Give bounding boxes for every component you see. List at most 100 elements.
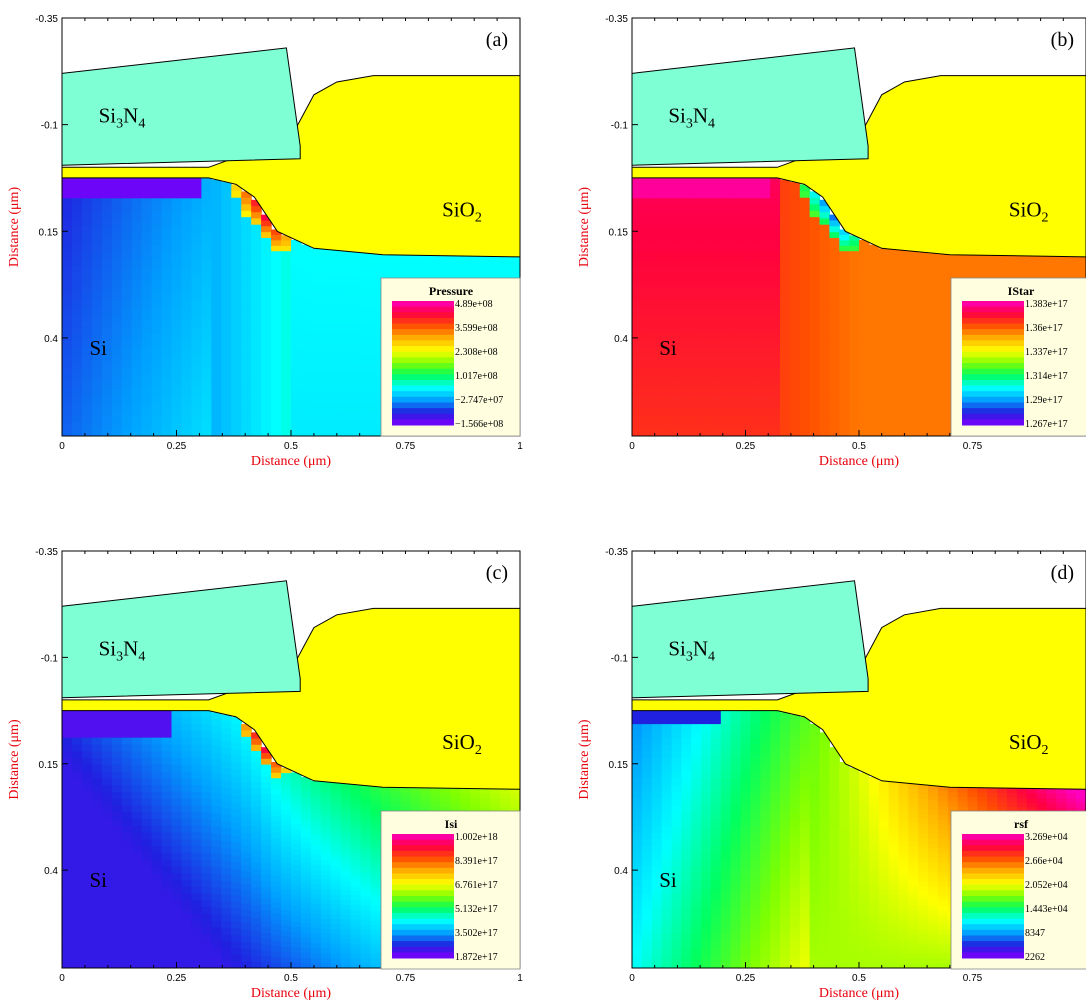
field-cell: [221, 302, 232, 310]
field-cell: [151, 818, 163, 827]
field-cell: [101, 825, 113, 834]
field-cell: [201, 751, 212, 759]
field-cell: [281, 272, 292, 279]
field-cell: [161, 954, 173, 962]
field-cell: [201, 239, 212, 247]
field-cell: [211, 355, 222, 363]
field-cell: [760, 402, 771, 410]
field-cell: [928, 411, 939, 418]
field-cell: [937, 402, 949, 408]
field-cell: [161, 422, 173, 430]
field-cell: [819, 423, 830, 431]
field-cell: [271, 234, 282, 241]
field-cell: [151, 300, 163, 308]
field-cell: [171, 198, 183, 206]
field-cell: [632, 402, 643, 410]
field-cell: [281, 309, 292, 316]
field-cell: [221, 888, 232, 896]
field-cell: [151, 327, 163, 335]
field-cell: [740, 354, 752, 362]
field-cell: [81, 737, 93, 746]
field-cell: [799, 257, 811, 265]
field-cell: [151, 764, 163, 773]
field-cell: [839, 365, 850, 372]
field-cell: [151, 381, 163, 390]
field-cell: [241, 884, 252, 892]
field-cell: [977, 264, 988, 271]
field-cell: [91, 334, 103, 342]
field-cell: [221, 335, 232, 344]
field-cell: [211, 402, 222, 410]
field-cell: [62, 211, 73, 220]
field-cell: [829, 243, 840, 251]
field-cell: [320, 406, 332, 413]
field-cell: [281, 235, 292, 242]
field-cell: [101, 266, 113, 274]
field-cell: [651, 374, 663, 383]
field-cell: [360, 257, 372, 264]
field-cell: [201, 900, 212, 908]
field-cell: [291, 813, 302, 820]
field-cell: [111, 245, 123, 254]
field-cell: [181, 252, 193, 261]
field-cell: [350, 885, 362, 892]
field-cell: [131, 825, 143, 834]
field-cell: [71, 198, 83, 206]
field-cell: [750, 361, 761, 369]
field-cell: [760, 191, 771, 199]
field-cell: [221, 901, 232, 909]
field-cell: [300, 802, 312, 808]
field-cell: [928, 339, 939, 346]
field-cell: [121, 839, 133, 847]
field-cell: [201, 778, 212, 786]
field-cell: [300, 922, 312, 929]
field-cell: [937, 359, 949, 365]
field-cell: [799, 263, 811, 272]
field-cell: [908, 304, 919, 311]
field-cell: [241, 801, 252, 809]
field-cell: [340, 914, 352, 921]
field-cell: [350, 842, 362, 848]
field-cell: [898, 372, 909, 378]
field-cell: [1046, 256, 1057, 262]
field-cell: [720, 293, 732, 301]
field-cell: [829, 383, 840, 390]
field-cell: [641, 327, 653, 335]
field-cell: [330, 416, 342, 422]
field-cell: [251, 825, 262, 833]
field-cell: [271, 962, 282, 968]
field-cell: [918, 344, 929, 350]
field-cell: [809, 365, 821, 373]
field-cell: [141, 846, 153, 854]
field-cell: [330, 846, 342, 852]
field-cell: [809, 197, 821, 205]
field-cell: [661, 177, 673, 186]
field-cell: [221, 329, 232, 337]
field-cell: [281, 325, 292, 331]
field-cell: [928, 253, 939, 259]
field-cell: [908, 358, 919, 364]
field-cell: [350, 281, 362, 287]
field-cell: [161, 191, 173, 199]
field-cell: [681, 279, 692, 288]
field-cell: [141, 791, 153, 800]
field-cell: [161, 205, 173, 213]
field-cell: [62, 273, 73, 281]
field-cell: [251, 899, 262, 907]
field-cell: [829, 389, 840, 396]
field-cell: [151, 785, 163, 793]
field-cell: [231, 270, 242, 278]
field-cell: [141, 395, 153, 403]
field-cell: [350, 929, 362, 935]
field-cell: [691, 374, 702, 383]
field-cell: [681, 313, 692, 322]
field-cell: [211, 853, 222, 861]
field-cell: [241, 294, 252, 302]
field-cell: [750, 239, 761, 247]
field-cell: [131, 791, 143, 800]
field-cell: [261, 290, 272, 297]
field-cell: [789, 195, 801, 203]
field-cell: [740, 422, 752, 430]
field-cell: [859, 384, 870, 391]
field-cell: [271, 376, 282, 383]
